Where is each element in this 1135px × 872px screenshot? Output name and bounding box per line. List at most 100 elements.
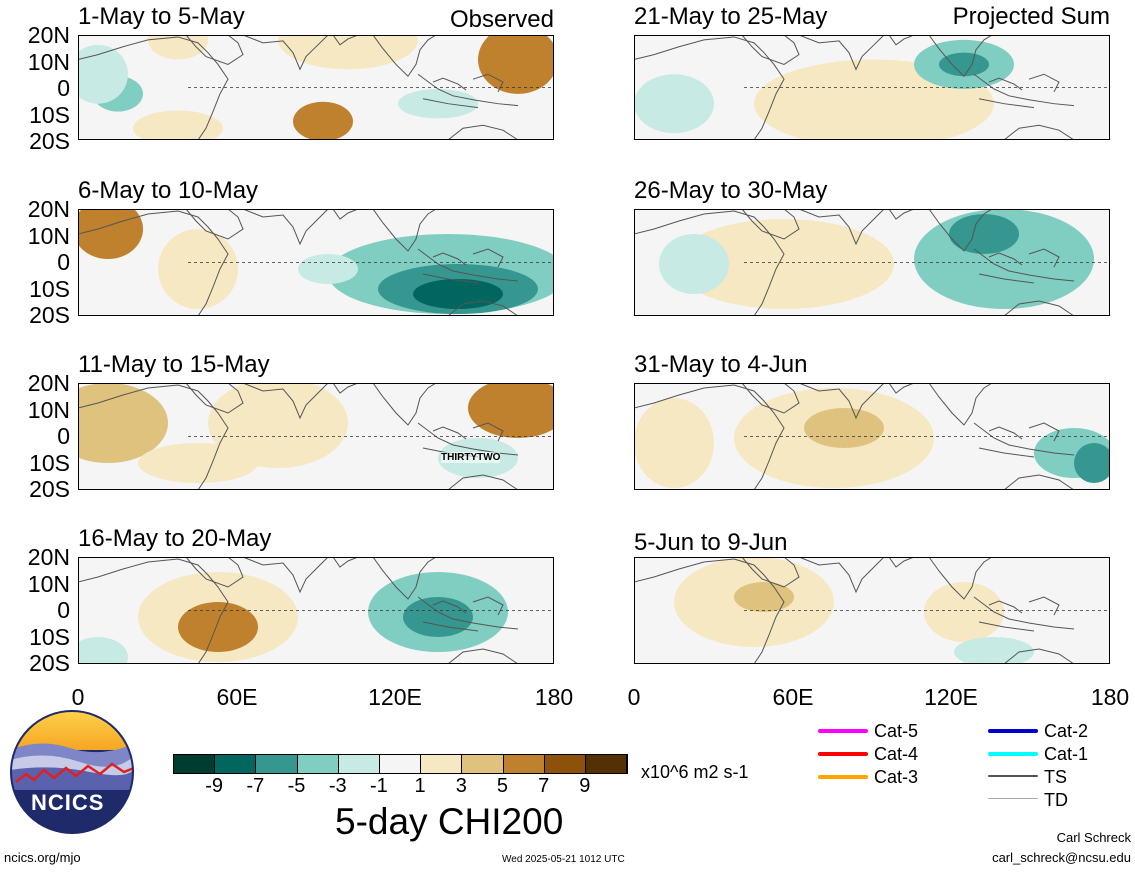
y-tick-label: 20N [27, 22, 70, 48]
colorbar-swatch [585, 755, 628, 773]
colorbar-tick: -7 [246, 775, 265, 797]
coastline [447, 124, 519, 140]
anomaly-contour [133, 110, 223, 140]
legend-swatch [988, 752, 1038, 756]
y-tick-label: 20N [27, 370, 70, 396]
coastline [1003, 300, 1075, 316]
observed-label: Observed [449, 6, 554, 33]
coastline [741, 35, 800, 65]
legend-swatch [818, 729, 868, 733]
storm-label: THIRTYTWO [441, 452, 501, 463]
y-tick-label: 20S [29, 128, 70, 154]
panel-title-2: 6-May to 10-May [78, 177, 259, 204]
footer-author: Carl Schreck [1056, 830, 1131, 845]
coastline [928, 383, 993, 426]
coastline [973, 422, 1075, 456]
footer-url[interactable]: ncics.org/mjo [4, 850, 81, 865]
coastline [432, 426, 467, 440]
colorbar-tick: -9 [205, 775, 224, 797]
colorbar-swatch [379, 755, 422, 773]
panel-title-5: 21-May to 25-May [634, 3, 828, 30]
coastline [447, 300, 519, 316]
panel-frame [634, 383, 1110, 490]
coastline [798, 209, 885, 246]
panel-frame [634, 557, 1110, 664]
footer-email[interactable]: carl_schreck@ncsu.edu [992, 850, 1131, 865]
panel-frame [78, 383, 554, 490]
coastline [973, 248, 1075, 282]
panel-frame [634, 35, 1110, 140]
map-panel-5 [634, 35, 1110, 140]
anomaly-contour [278, 35, 418, 70]
map-panel-4 [78, 557, 554, 664]
projected-label: Projected Sum [952, 3, 1110, 30]
x-tick-left-0: 0 [71, 684, 85, 710]
coastline [417, 73, 519, 107]
coastline [988, 426, 1023, 440]
y-tick-label: 10S [29, 101, 70, 128]
coastline [78, 384, 229, 490]
coastline [928, 35, 993, 77]
anomaly-contour [1074, 443, 1110, 483]
colorbar-tick: -5 [287, 775, 306, 797]
coastline [417, 596, 519, 630]
coastline [372, 383, 437, 426]
footer-timestamp: Wed 2025-05-21 1012 UTC [502, 854, 625, 865]
anomaly-contour [298, 254, 358, 284]
colorbar-swatch [215, 755, 257, 773]
panel-frame [634, 209, 1110, 316]
colorbar-swatch [421, 755, 463, 773]
coastline [888, 383, 915, 394]
ncics-logo [10, 710, 134, 834]
units-label: x10^6 m2 s-1 [641, 762, 749, 782]
panel-title-4: 16-May to 20-May [78, 525, 272, 552]
coastline [634, 558, 785, 664]
anomaly-contour [293, 101, 353, 140]
anomaly-contour [78, 44, 128, 104]
y-tick-label: 10S [29, 275, 70, 302]
legend-swatch [818, 775, 868, 779]
coastline [332, 35, 359, 46]
map-panel-2 [78, 209, 554, 316]
anomaly-contour [78, 383, 168, 463]
coastline [372, 557, 437, 600]
y-tick-label: 10N [27, 570, 70, 597]
colorbar-tick: -1 [370, 775, 388, 797]
coastline [185, 209, 244, 240]
y-tick-label: 10S [29, 623, 70, 650]
map-panel-6 [634, 209, 1110, 316]
coastline [185, 383, 244, 414]
coastline [1028, 248, 1060, 268]
coastline [1028, 422, 1060, 442]
coastline [988, 600, 1023, 614]
coastline [78, 210, 229, 316]
x-tick-left-60e: 60E [216, 684, 258, 710]
colorbar-tick: 5 [496, 775, 509, 797]
anomaly-contour [398, 88, 478, 119]
coastline [634, 36, 785, 140]
colorbar-tick: -3 [328, 775, 347, 797]
coastline [1003, 474, 1075, 490]
anomaly-contour [78, 209, 143, 259]
coastline [973, 596, 1075, 630]
coastline [888, 557, 915, 568]
coastline [1003, 648, 1075, 664]
legend-label: Cat-3 [874, 767, 919, 787]
coastline [888, 209, 915, 220]
anomaly-contour [659, 234, 729, 294]
coastline [332, 557, 359, 568]
legend-label: Cat-5 [874, 721, 919, 741]
coastline [798, 557, 885, 594]
y-tick-label: 20S [29, 302, 70, 328]
coastline [422, 98, 479, 109]
coastline [242, 35, 329, 71]
coastline [1028, 73, 1060, 93]
coastline [798, 383, 885, 420]
coastline [417, 422, 519, 456]
panel-title-1: 1-May to 5-May [78, 3, 245, 30]
coastline [432, 77, 467, 91]
anomaly-contour [403, 597, 473, 637]
y-tick-label: 20N [27, 196, 70, 222]
coastline [634, 210, 785, 316]
colorbar-swatch [503, 755, 545, 773]
